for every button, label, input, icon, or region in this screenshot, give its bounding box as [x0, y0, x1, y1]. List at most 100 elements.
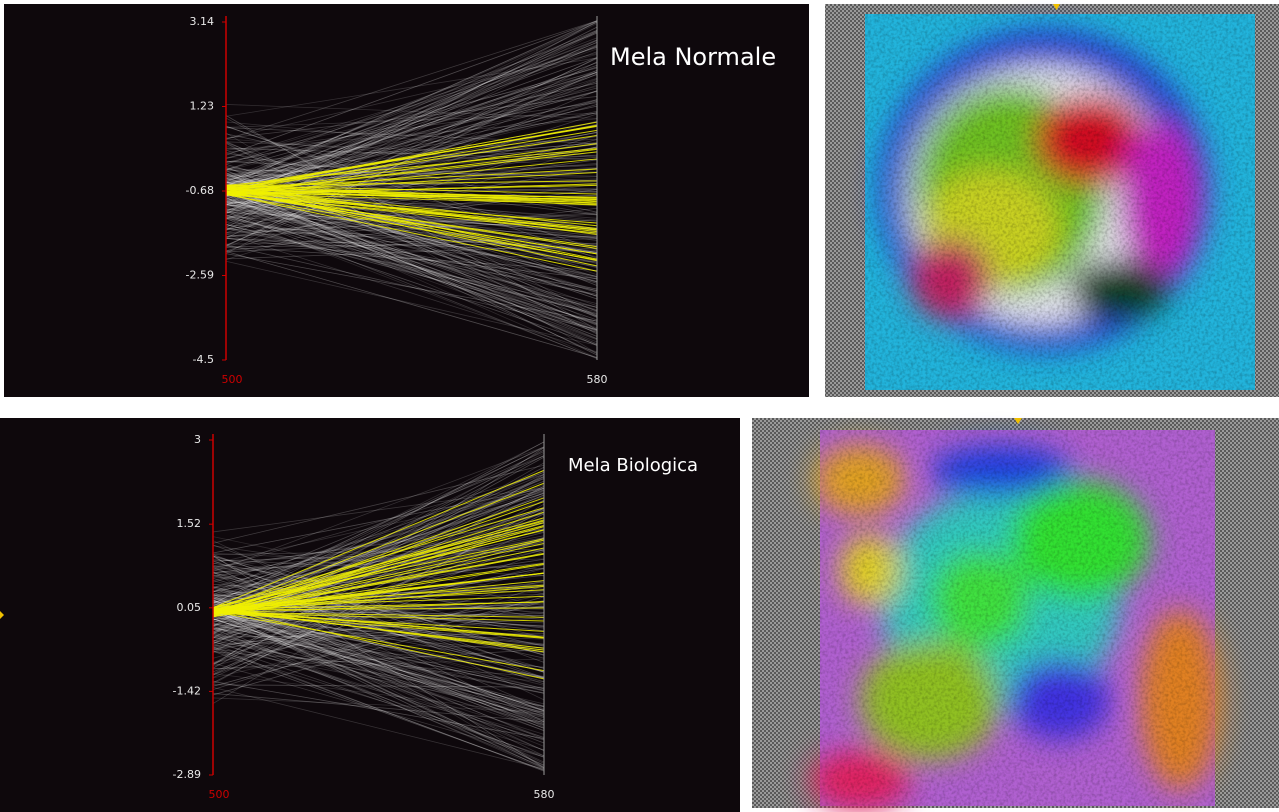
- polyline: [225, 47, 598, 165]
- polyline: [225, 253, 598, 322]
- marker: [1014, 418, 1022, 424]
- polyline: [212, 507, 545, 600]
- selected-polyline: [212, 553, 545, 615]
- polyline: [225, 91, 598, 191]
- polyline: [225, 138, 598, 163]
- polyline: [225, 99, 598, 189]
- polyline: [225, 201, 598, 340]
- polyline: [225, 184, 598, 268]
- polyline: [212, 540, 545, 701]
- polyline: [225, 99, 598, 219]
- polyline: [212, 625, 545, 770]
- polyline: [225, 112, 598, 128]
- selected-polyline: [212, 526, 545, 617]
- polyline: [225, 67, 598, 171]
- polyline: [212, 627, 545, 711]
- polyline: [212, 537, 545, 673]
- polyline: [225, 53, 598, 140]
- polyline: [225, 104, 598, 119]
- polyline: [212, 447, 545, 666]
- polyline: [212, 616, 545, 691]
- polyline: [212, 632, 545, 718]
- polyline: [212, 617, 545, 649]
- polyline: [225, 190, 598, 345]
- polyline: [225, 194, 598, 359]
- polyline: [212, 574, 545, 654]
- polyline: [225, 183, 598, 354]
- selected-polyline: [212, 572, 545, 615]
- polyline: [212, 464, 545, 544]
- polyline: [225, 62, 598, 197]
- y-tick-label: 3.14: [190, 15, 215, 28]
- polyline: [225, 217, 598, 295]
- polyline: [212, 639, 545, 707]
- polyline: [212, 488, 545, 554]
- polyline: [225, 140, 598, 318]
- polyline: [212, 611, 545, 722]
- polyline: [225, 200, 598, 308]
- polyline: [225, 188, 598, 283]
- polyline: [225, 90, 598, 246]
- selected-polyline: [212, 607, 545, 680]
- polyline: [212, 641, 545, 741]
- polyline: [212, 673, 545, 716]
- polyline: [225, 53, 598, 160]
- polyline: [212, 623, 545, 653]
- polyline: [212, 567, 545, 630]
- polyline: [225, 23, 598, 204]
- selected-polyline: [212, 611, 545, 632]
- selected-polyline: [225, 194, 598, 224]
- polyline: [225, 246, 598, 271]
- polyline: [225, 74, 598, 207]
- polyline: [225, 42, 598, 191]
- polyline: [225, 48, 598, 182]
- polyline: [225, 71, 598, 159]
- polyline: [225, 138, 598, 169]
- polyline: [225, 250, 598, 358]
- apple-image: [865, 14, 1255, 390]
- polyline: [212, 554, 545, 673]
- polyline: [212, 602, 545, 740]
- polyline: [225, 20, 598, 156]
- polylines: [225, 20, 598, 359]
- polyline: [225, 73, 598, 231]
- polyline: [225, 217, 598, 291]
- polyline: [212, 636, 545, 719]
- polyline: [225, 64, 598, 194]
- polyline: [212, 609, 545, 729]
- polyline: [225, 195, 598, 278]
- selected-polyline: [212, 595, 545, 608]
- polyline: [212, 575, 545, 639]
- polyline: [225, 82, 598, 163]
- selected-polyline: [212, 609, 545, 639]
- polyline: [212, 650, 545, 771]
- polyline: [225, 214, 598, 331]
- polyline: [225, 228, 598, 250]
- polyline: [212, 628, 545, 640]
- polyline: [225, 210, 598, 359]
- y-tick-label: -4.5: [193, 353, 214, 366]
- selected-polyline: [212, 609, 545, 649]
- polyline: [212, 601, 545, 714]
- polyline: [225, 86, 598, 171]
- polyline: [225, 44, 598, 181]
- polyline: [225, 237, 598, 280]
- polyline: [225, 72, 598, 190]
- selected-polyline: [225, 148, 598, 195]
- polyline: [225, 79, 598, 249]
- polyline: [212, 446, 545, 612]
- selected-polyline: [212, 606, 545, 653]
- selected-polyline: [225, 188, 598, 206]
- polyline: [225, 132, 598, 354]
- polyline: [225, 215, 598, 315]
- polyline: [225, 201, 598, 277]
- polyline: [212, 600, 545, 767]
- polyline: [212, 693, 545, 723]
- polyline: [225, 204, 598, 290]
- polyline: [212, 492, 545, 607]
- polyline: [225, 142, 598, 335]
- polyline: [212, 610, 545, 707]
- selected-polyline: [225, 191, 598, 255]
- y-tick-label: 1.23: [190, 100, 215, 113]
- polyline: [212, 608, 545, 766]
